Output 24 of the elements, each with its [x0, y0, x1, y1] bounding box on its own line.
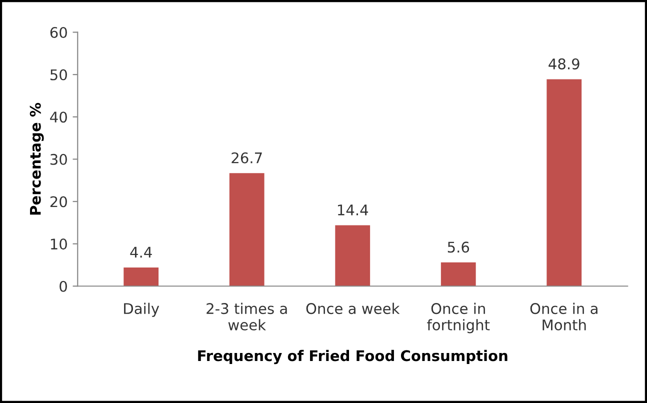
data-label: 26.7: [232, 152, 262, 164]
x-axis-title: Frequency of Fried Food Consumption: [198, 350, 508, 364]
x-tick-label: Once in fortnight: [427, 302, 490, 334]
x-tick-label: 2-3 times a week: [206, 302, 287, 330]
y-tick-label: 40: [50, 112, 67, 123]
y-tick-label: 0: [60, 280, 67, 292]
y-tick-label: 20: [50, 196, 67, 208]
data-label: 5.6: [448, 242, 470, 253]
bar: [440, 262, 476, 286]
x-tick-label: Daily: [124, 302, 160, 317]
y-tick-label: 30: [50, 154, 67, 165]
x-tick-label: Once in a Month: [530, 302, 598, 330]
bar: [229, 173, 264, 286]
y-tick-label: 60: [50, 26, 67, 38]
y-tick-label: 10: [50, 238, 67, 250]
bar: [124, 268, 159, 286]
y-tick-label: 50: [50, 69, 67, 80]
data-label: 14.4: [338, 204, 368, 216]
data-label: 4.4: [130, 246, 152, 258]
data-label: 48.9: [548, 58, 580, 70]
y-axis-title: Percentage %: [30, 102, 44, 215]
bar: [335, 225, 370, 286]
bar: [546, 79, 582, 286]
x-tick-label: Once a week: [306, 302, 400, 314]
